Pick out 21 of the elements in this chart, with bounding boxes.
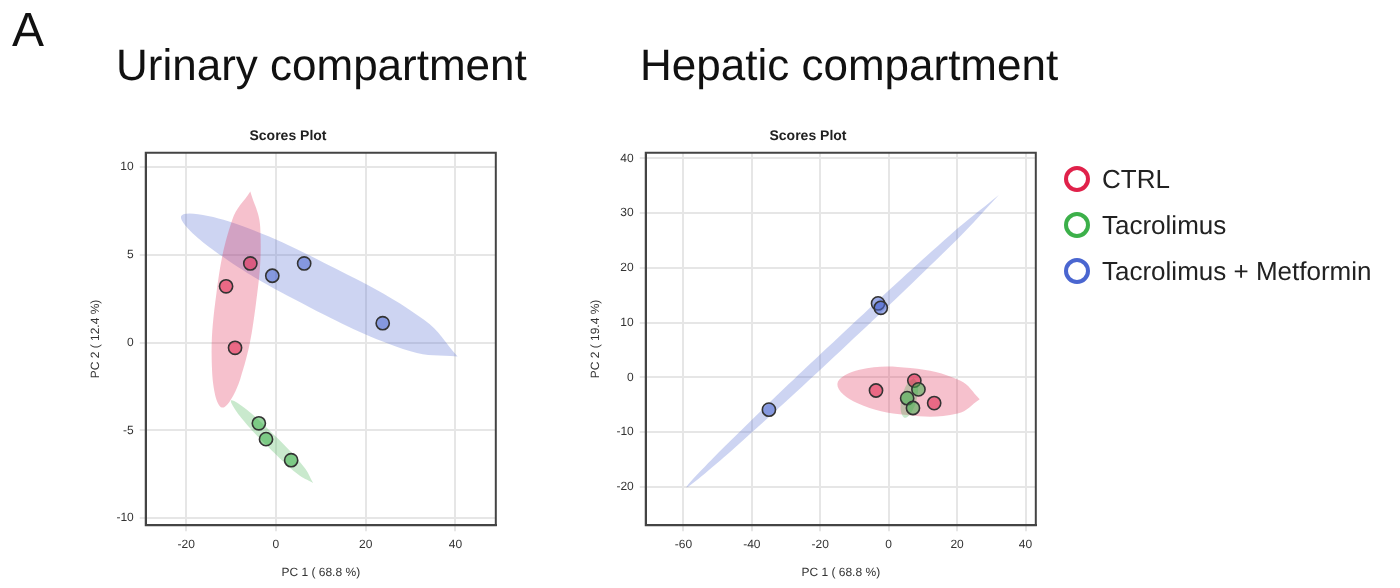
chart-title: Urinary compartment xyxy=(116,40,527,92)
point xyxy=(283,452,299,468)
point xyxy=(761,402,777,418)
point xyxy=(218,278,234,294)
point xyxy=(905,400,921,416)
legend-label: CTRL xyxy=(1102,164,1170,194)
point xyxy=(296,256,312,271)
legend-label: Tacrolimus + Metformin xyxy=(1102,256,1372,286)
point xyxy=(264,268,280,284)
point xyxy=(242,256,258,271)
point xyxy=(375,315,391,331)
text: A xyxy=(12,4,45,60)
point xyxy=(911,381,926,397)
point xyxy=(873,300,889,316)
point xyxy=(227,340,243,356)
point xyxy=(926,395,942,411)
point xyxy=(258,431,274,447)
point xyxy=(868,383,884,398)
chart-title: Hepatic compartment xyxy=(640,40,1059,92)
point xyxy=(251,415,267,431)
legend-label: Tacrolimus xyxy=(1102,210,1227,240)
